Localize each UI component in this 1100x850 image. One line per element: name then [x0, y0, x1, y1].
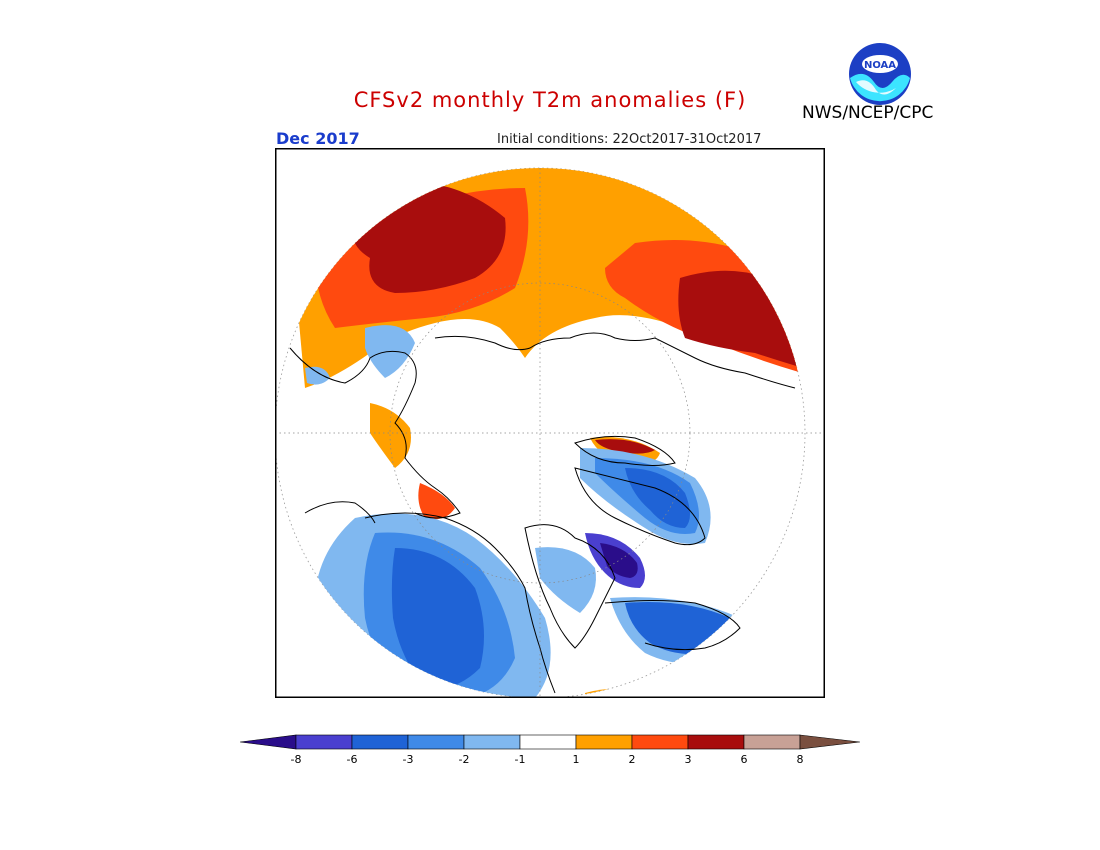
colorbar-cell	[519, 734, 577, 750]
colorbar-tick-label: -2	[458, 753, 470, 766]
coastline-siberia	[434, 332, 796, 389]
anomaly-region-indigo-greenland	[600, 543, 638, 578]
colorbar-cell	[351, 734, 409, 750]
colorbar-cell	[687, 734, 745, 750]
anomaly-region-red-svalbard	[595, 439, 655, 454]
colorbar	[240, 734, 860, 750]
colorbar-tick-label: 2	[628, 753, 636, 766]
agency-label: NWS/NCEP/CPC	[802, 103, 934, 123]
chart-title: CFSv2 monthly T2m anomalies (F)	[353, 88, 747, 112]
coastline-europe-south	[604, 600, 741, 651]
colorbar-tick-label: -8	[290, 753, 302, 766]
coastline-greenland	[524, 524, 616, 649]
coastline-svalbard	[574, 435, 676, 466]
colorbar-cell	[463, 734, 521, 750]
colorbar-tick-label: -3	[402, 753, 414, 766]
coastline-alaska	[304, 501, 376, 524]
colorbar-tick-label: 1	[572, 753, 580, 766]
colorbar-tick-label: 3	[684, 753, 692, 766]
colorbar-tick-label: -1	[514, 753, 526, 766]
anomaly-region-deep-blue-na	[391, 548, 484, 689]
noaa-logo-text: NOAA	[864, 60, 896, 71]
colorbar-arrow-right	[799, 734, 860, 750]
anomaly-region-light-blue-beringia	[305, 366, 330, 385]
anomaly-region-deep-blue-europe	[625, 468, 690, 528]
colorbar-cell	[295, 734, 353, 750]
anomaly-map	[275, 148, 825, 698]
valid-month-label: Dec 2017	[276, 129, 360, 148]
coastline-canada	[364, 512, 556, 694]
anomaly-region-red-orange-fjord	[418, 483, 455, 520]
colorbar-tick-label: 6	[740, 753, 748, 766]
colorbar-tick-label: -6	[346, 753, 358, 766]
colorbar-cell	[407, 734, 465, 750]
colorbar-arrow-left	[240, 734, 297, 750]
colorbar-cell	[575, 734, 633, 750]
colorbar-cell	[743, 734, 801, 750]
colorbar-tick-label: 8	[796, 753, 804, 766]
anomaly-region-orange-fjord	[370, 403, 411, 468]
initial-conditions-label: Initial conditions: 22Oct2017-31Oct2017	[497, 132, 762, 147]
coastline-eurasia	[289, 347, 461, 519]
anomaly-region-light-blue-baffin	[535, 547, 596, 613]
coastline-scandinavia	[574, 467, 706, 546]
colorbar-cell	[631, 734, 689, 750]
noaa-logo: NOAA	[849, 43, 911, 105]
